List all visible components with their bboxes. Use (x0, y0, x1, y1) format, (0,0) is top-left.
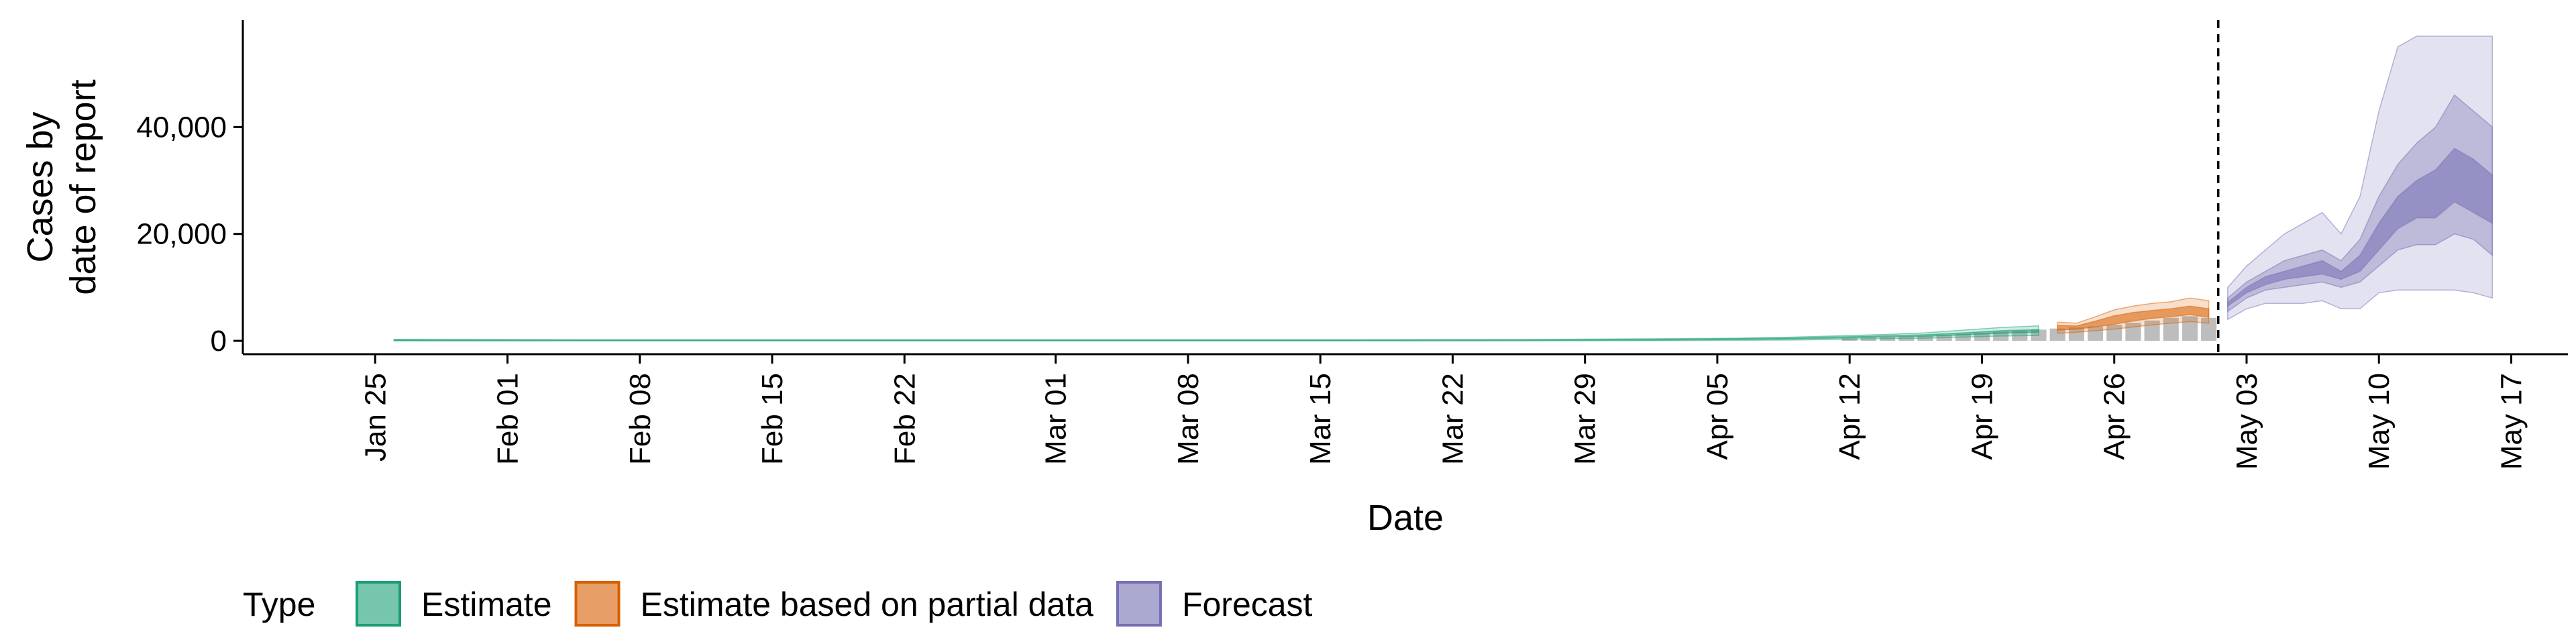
x-tick-label-8: Mar 22 (1436, 373, 1469, 465)
estimate-band-inner (393, 329, 2039, 341)
forecast-band-outer (2227, 36, 2493, 321)
x-tick-label-13: Apr 26 (2098, 373, 2131, 460)
y-axis-title-line-1: date of report (63, 79, 103, 294)
y-axis-ticks: 0 20,000 40,000 (136, 111, 243, 358)
x-tick-label-4: Feb 22 (888, 373, 921, 465)
x-tick-label-1: Feb 01 (492, 373, 525, 465)
series-bands (393, 36, 2493, 341)
x-tick-label-6: Mar 08 (1172, 373, 1205, 465)
x-axis-ticks: Jan 25 Feb 01 Feb 08 Feb 15 Feb 22 Mar 01 Mar … (359, 354, 2528, 470)
x-tick-label-14: May 03 (2231, 373, 2263, 470)
y-axis-title: Cases by date of report (20, 79, 103, 294)
x-tick-label-11: Apr 12 (1833, 373, 1866, 460)
legend-label-estimate: Estimate (421, 586, 552, 623)
estimate-based-on-partial-data-band-inner (2057, 305, 2210, 331)
x-tick-label-5: Mar 01 (1040, 373, 1073, 465)
x-tick-label-3: Feb 15 (756, 373, 789, 465)
reported-bar-12 (2068, 327, 2084, 341)
forecast-band-mid (2227, 94, 2493, 313)
x-tick-label-9: Mar 29 (1569, 373, 1602, 465)
x-tick-label-12: Apr 19 (1966, 373, 1998, 460)
legend-label-forecast: Forecast (1182, 586, 1313, 623)
legend-label-estimate-based-on-partial-data: Estimate based on partial data (641, 586, 1094, 623)
x-tick-label-0: Jan 25 (359, 373, 392, 462)
axes (241, 20, 2568, 356)
legend: Type Estimate Estimate based on partial d… (243, 581, 1313, 627)
forecast-band-inner (2227, 148, 2493, 307)
reported-bar-19 (2201, 317, 2217, 341)
y-tick-label-1: 20,000 (136, 218, 227, 251)
x-tick-label-16: May 17 (2495, 373, 2528, 470)
legend-swatch-forecast (1116, 581, 1162, 627)
reported-bar-11 (2049, 328, 2065, 341)
y-tick-label-0: 0 (211, 325, 227, 358)
y-tick-label-2: 40,000 (136, 111, 227, 144)
x-tick-label-7: Mar 15 (1304, 373, 1337, 465)
x-tick-label-2: Feb 08 (624, 373, 657, 465)
legend-swatch-estimate (356, 581, 401, 627)
x-axis-title: Date (1367, 498, 1444, 538)
legend-swatch-estimate-based-on-partial-data (574, 581, 621, 627)
x-tick-label-10: Apr 05 (1701, 373, 1734, 460)
y-axis-title-line-0: Cases by (20, 111, 60, 262)
x-tick-label-15: May 10 (2363, 373, 2396, 470)
legend-title: Type (243, 586, 315, 623)
